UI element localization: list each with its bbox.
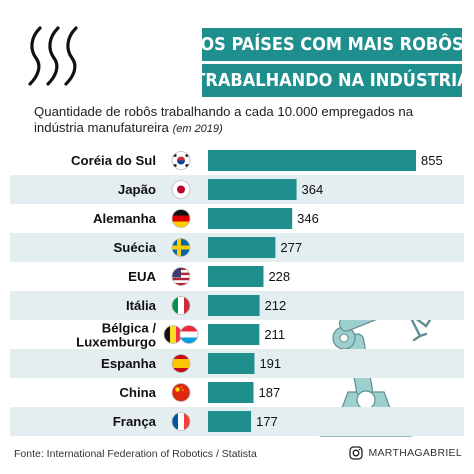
bar bbox=[208, 295, 260, 316]
category-label: EUA bbox=[128, 269, 156, 284]
bar bbox=[208, 324, 260, 345]
category-label: Coréia do Sul bbox=[71, 153, 156, 168]
south-korea-flag-icon bbox=[171, 151, 191, 170]
category-label: Itália bbox=[126, 298, 157, 313]
italy-flag-icon bbox=[171, 296, 191, 315]
category-label: China bbox=[119, 385, 156, 400]
subtitle-text: Quantidade de robôs trabalhando a cada 1… bbox=[34, 104, 414, 135]
brand-logo bbox=[28, 26, 78, 86]
category-label: Espanha bbox=[101, 356, 157, 371]
belgium-luxembourg-flags-icon bbox=[163, 325, 199, 344]
value-label: 191 bbox=[259, 356, 281, 371]
bar bbox=[208, 237, 276, 258]
bar bbox=[208, 150, 416, 171]
value-label: 855 bbox=[421, 153, 443, 168]
value-label: 364 bbox=[302, 182, 324, 197]
title-line-2: trabalhando na indústria bbox=[194, 64, 470, 97]
bar bbox=[208, 411, 252, 432]
value-label: 177 bbox=[256, 414, 278, 429]
subtitle-year: (em 2019) bbox=[172, 123, 223, 135]
social-handle[interactable]: MARTHAGABRIEL bbox=[349, 446, 462, 460]
value-label: 277 bbox=[280, 240, 302, 255]
value-label: 212 bbox=[265, 298, 287, 313]
value-label: 187 bbox=[258, 385, 280, 400]
social-handle-text: MARTHAGABRIEL bbox=[368, 447, 462, 459]
title-line-1: Os países com mais robôs bbox=[200, 28, 464, 61]
category-label: Suécia bbox=[113, 240, 156, 255]
france-flag-icon bbox=[171, 412, 191, 431]
chart-subtitle: Quantidade de robôs trabalhando a cada 1… bbox=[34, 104, 454, 137]
japan-flag-icon bbox=[171, 180, 191, 199]
china-flag-icon bbox=[171, 383, 191, 402]
category-label: Japão bbox=[118, 182, 156, 197]
bar bbox=[208, 382, 254, 403]
value-label: 346 bbox=[297, 211, 319, 226]
bar bbox=[208, 208, 293, 229]
category-label: França bbox=[113, 414, 157, 429]
category-label: Alemanha bbox=[93, 211, 157, 226]
sweden-flag-icon bbox=[171, 238, 191, 257]
value-label: 211 bbox=[264, 327, 285, 342]
usa-flag-icon bbox=[171, 267, 191, 286]
value-label: 228 bbox=[268, 269, 290, 284]
bar bbox=[208, 353, 255, 374]
bar bbox=[208, 266, 264, 287]
source-note: Fonte: International Federation of Robot… bbox=[14, 448, 257, 460]
category-label: Bélgica / Luxemburgo bbox=[76, 321, 156, 350]
bar bbox=[208, 179, 297, 200]
instagram-icon bbox=[349, 446, 364, 460]
spain-flag-icon bbox=[171, 354, 191, 373]
germany-flag-icon bbox=[171, 209, 191, 228]
